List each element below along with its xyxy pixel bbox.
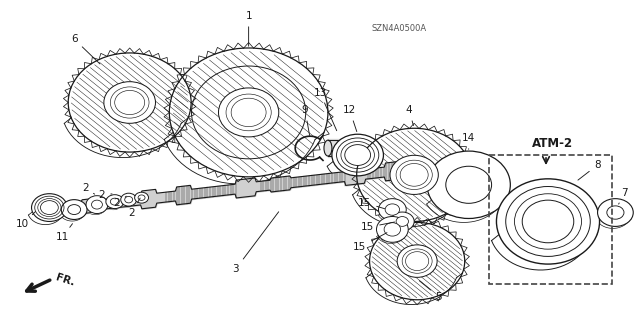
Text: 15: 15: [358, 198, 385, 209]
Text: 5: 5: [419, 281, 442, 302]
Ellipse shape: [86, 196, 108, 213]
Text: 10: 10: [16, 211, 35, 229]
Ellipse shape: [104, 82, 156, 123]
Ellipse shape: [390, 155, 438, 195]
Ellipse shape: [332, 134, 383, 176]
Text: 6: 6: [71, 34, 100, 64]
Ellipse shape: [607, 206, 624, 219]
Text: 2: 2: [113, 196, 126, 208]
Text: 13: 13: [314, 88, 337, 131]
Text: 3: 3: [232, 212, 278, 274]
Ellipse shape: [390, 212, 414, 231]
Text: 15: 15: [353, 233, 387, 252]
Ellipse shape: [344, 140, 352, 156]
Text: 1: 1: [245, 11, 252, 46]
Ellipse shape: [397, 245, 437, 277]
Polygon shape: [424, 163, 434, 173]
Ellipse shape: [396, 217, 408, 226]
Ellipse shape: [68, 204, 81, 214]
Text: 14: 14: [462, 133, 476, 149]
Ellipse shape: [446, 166, 492, 203]
Bar: [488, 155, 612, 284]
Ellipse shape: [31, 194, 67, 221]
Text: 2: 2: [82, 183, 95, 194]
Text: 15: 15: [361, 222, 395, 233]
Ellipse shape: [43, 203, 56, 212]
Ellipse shape: [324, 140, 332, 156]
Text: 11: 11: [56, 224, 72, 242]
Ellipse shape: [385, 204, 399, 215]
Ellipse shape: [530, 206, 566, 236]
Ellipse shape: [376, 217, 408, 242]
Ellipse shape: [92, 200, 102, 209]
Ellipse shape: [121, 193, 136, 206]
Ellipse shape: [218, 88, 279, 137]
Text: 2: 2: [129, 198, 140, 218]
Ellipse shape: [138, 195, 145, 200]
Ellipse shape: [384, 223, 401, 236]
Ellipse shape: [61, 200, 87, 219]
Ellipse shape: [40, 201, 58, 214]
Text: ATM-2: ATM-2: [532, 137, 573, 150]
Ellipse shape: [345, 145, 371, 166]
Ellipse shape: [427, 151, 510, 219]
Text: FR.: FR.: [54, 272, 76, 288]
Ellipse shape: [134, 192, 148, 203]
Ellipse shape: [378, 199, 406, 220]
Ellipse shape: [522, 200, 574, 243]
Ellipse shape: [125, 197, 132, 203]
Text: 12: 12: [343, 106, 356, 131]
Text: 2: 2: [99, 190, 112, 200]
Ellipse shape: [106, 195, 124, 209]
Text: 9: 9: [302, 106, 310, 136]
Text: SZN4A0500A: SZN4A0500A: [372, 24, 427, 33]
Text: 8: 8: [578, 160, 601, 180]
Ellipse shape: [349, 148, 367, 162]
Text: 4: 4: [406, 106, 413, 126]
Text: 7: 7: [619, 188, 628, 204]
Ellipse shape: [110, 198, 119, 205]
Ellipse shape: [598, 199, 633, 226]
Ellipse shape: [497, 179, 600, 264]
